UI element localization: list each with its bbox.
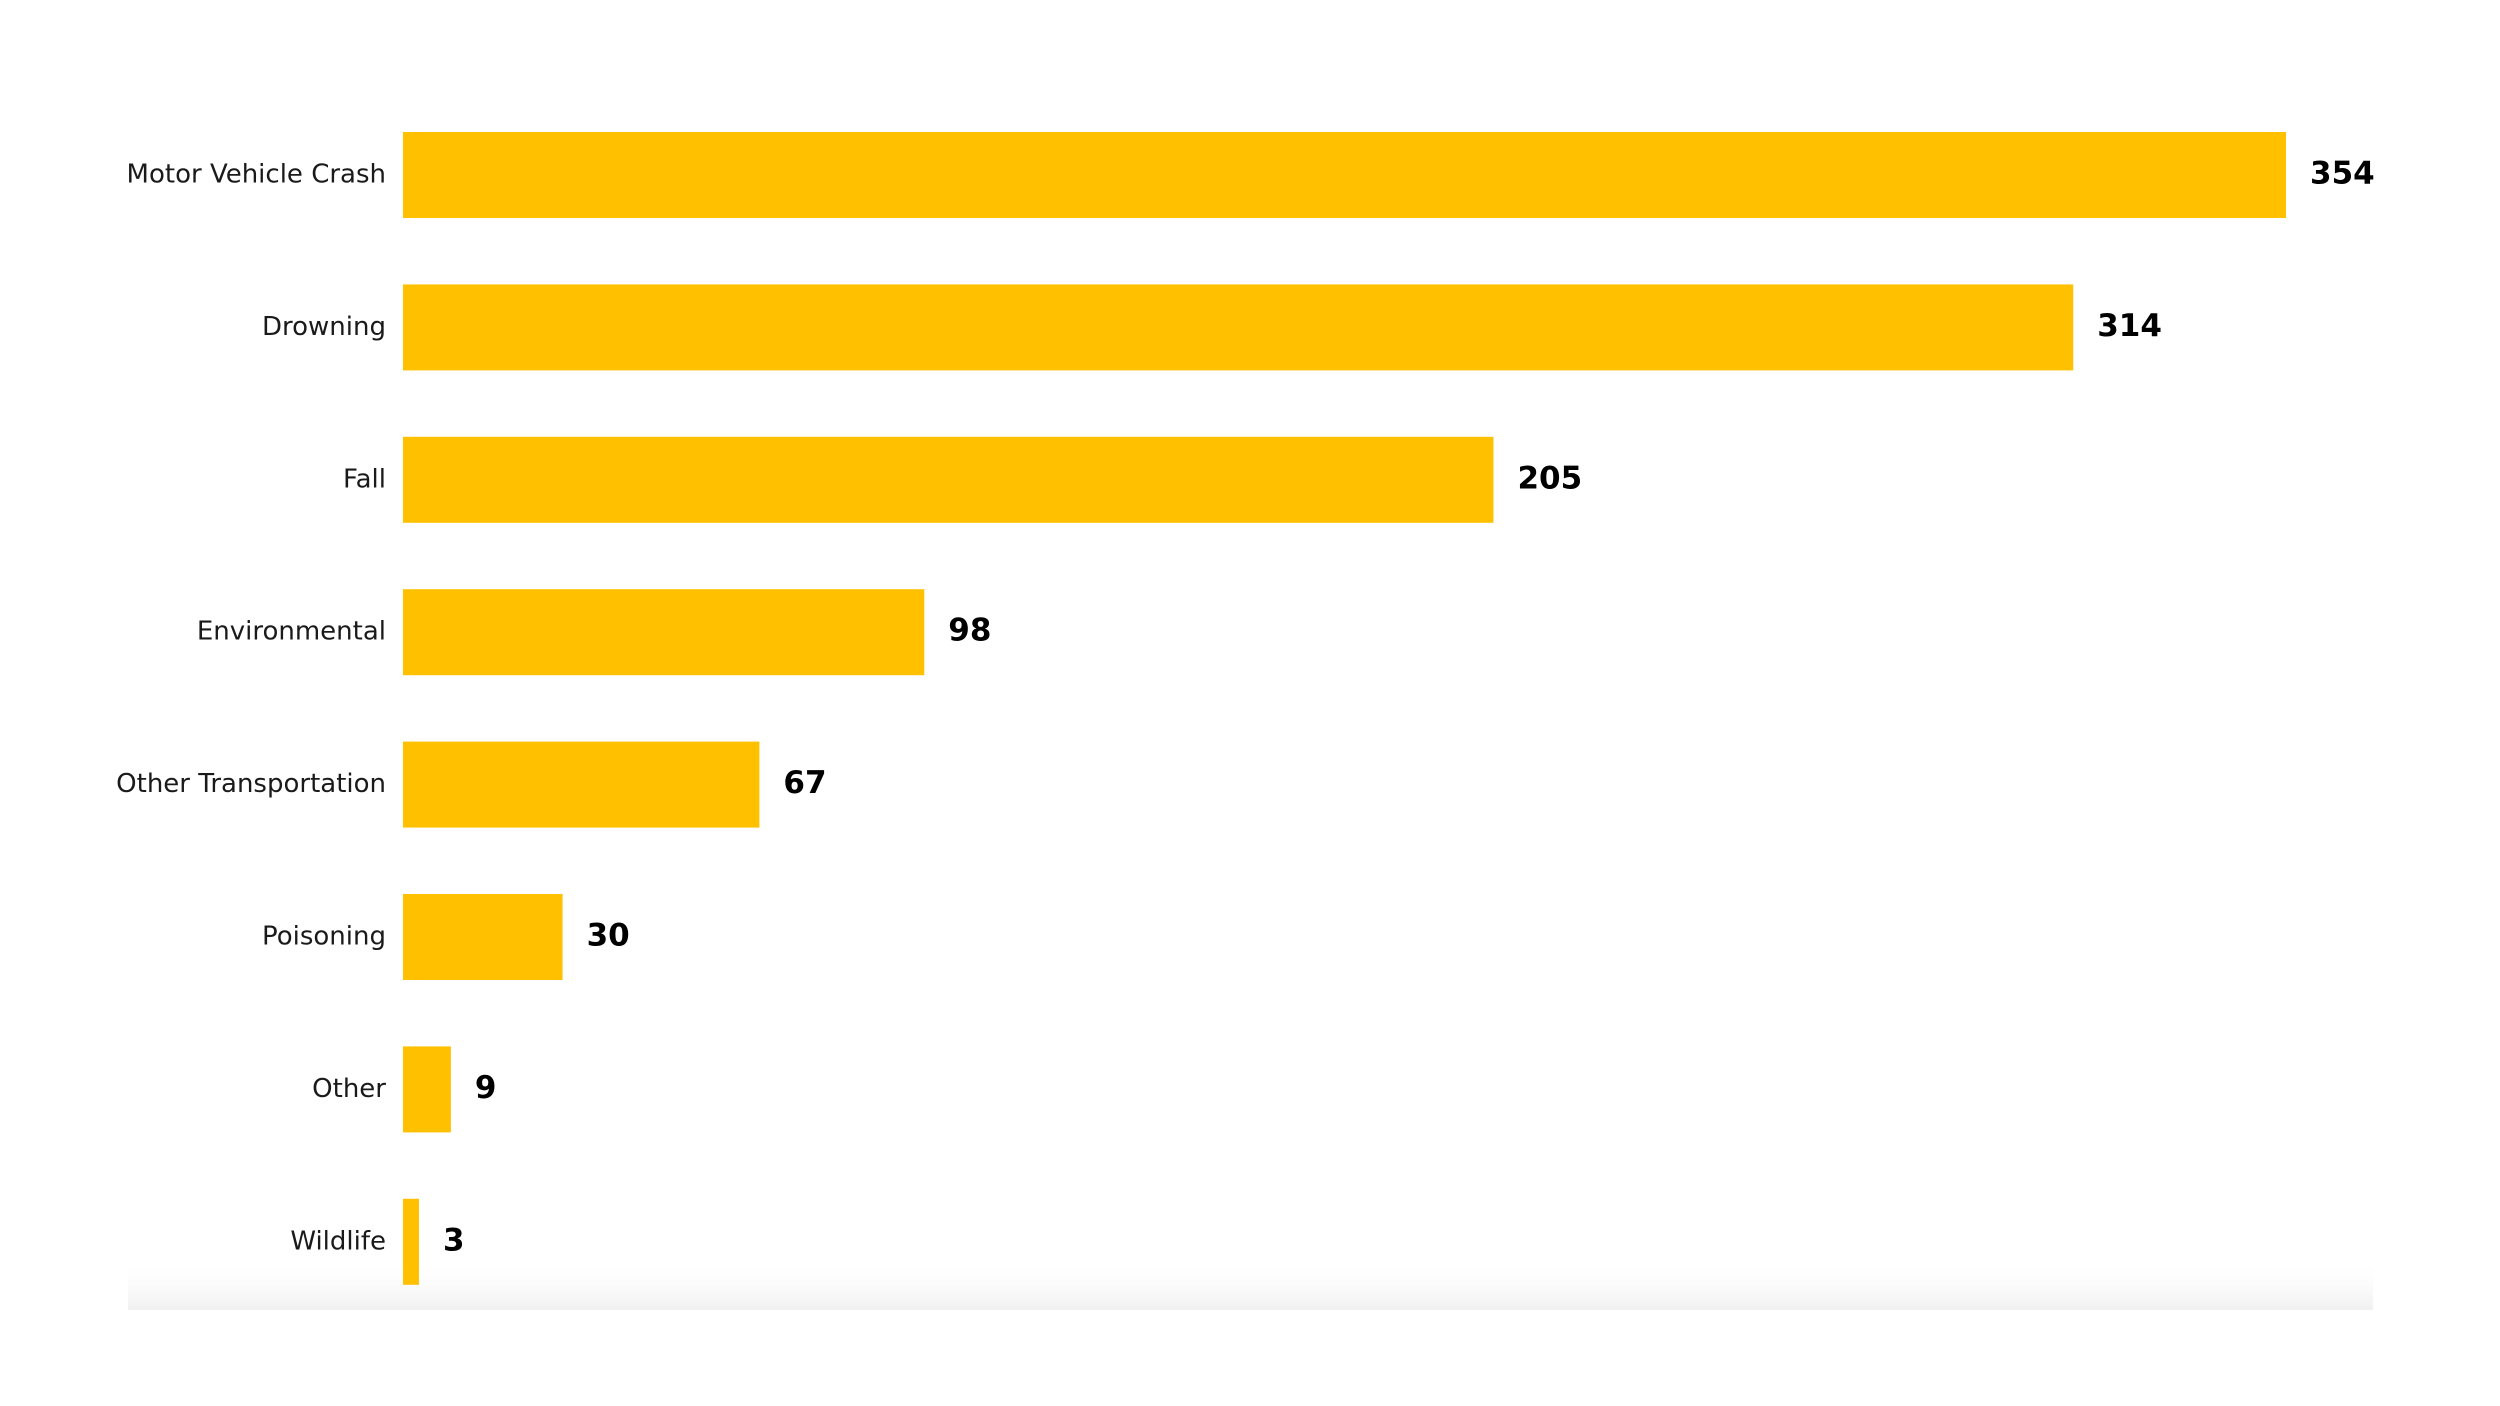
bar [403,741,760,828]
category-label: Motor Vehicle Crash [127,160,386,190]
bar [403,436,1494,523]
value-label: 205 [1517,460,1582,496]
category-label: Drowning [262,312,386,342]
category-label: Poisoning [262,922,386,952]
value-label: 314 [2097,308,2162,344]
bar [403,1046,451,1133]
value-label: 67 [783,765,826,801]
bar [403,132,2286,218]
value-label: 3 [443,1222,465,1258]
panel-shadow [128,1260,2373,1310]
value-label: 30 [587,918,630,954]
category-label: Other [312,1074,386,1104]
value-label: 354 [2310,156,2375,192]
category-label: Environmental [197,617,386,647]
bar [403,1198,419,1285]
category-label: Fall [343,464,386,494]
category-label: Wildlife [290,1226,386,1256]
value-label: 9 [475,1070,497,1106]
bar [403,894,563,980]
value-label: 98 [948,613,991,649]
bar [403,589,925,676]
bar [403,284,2074,371]
category-label: Other Transportation [116,769,386,799]
